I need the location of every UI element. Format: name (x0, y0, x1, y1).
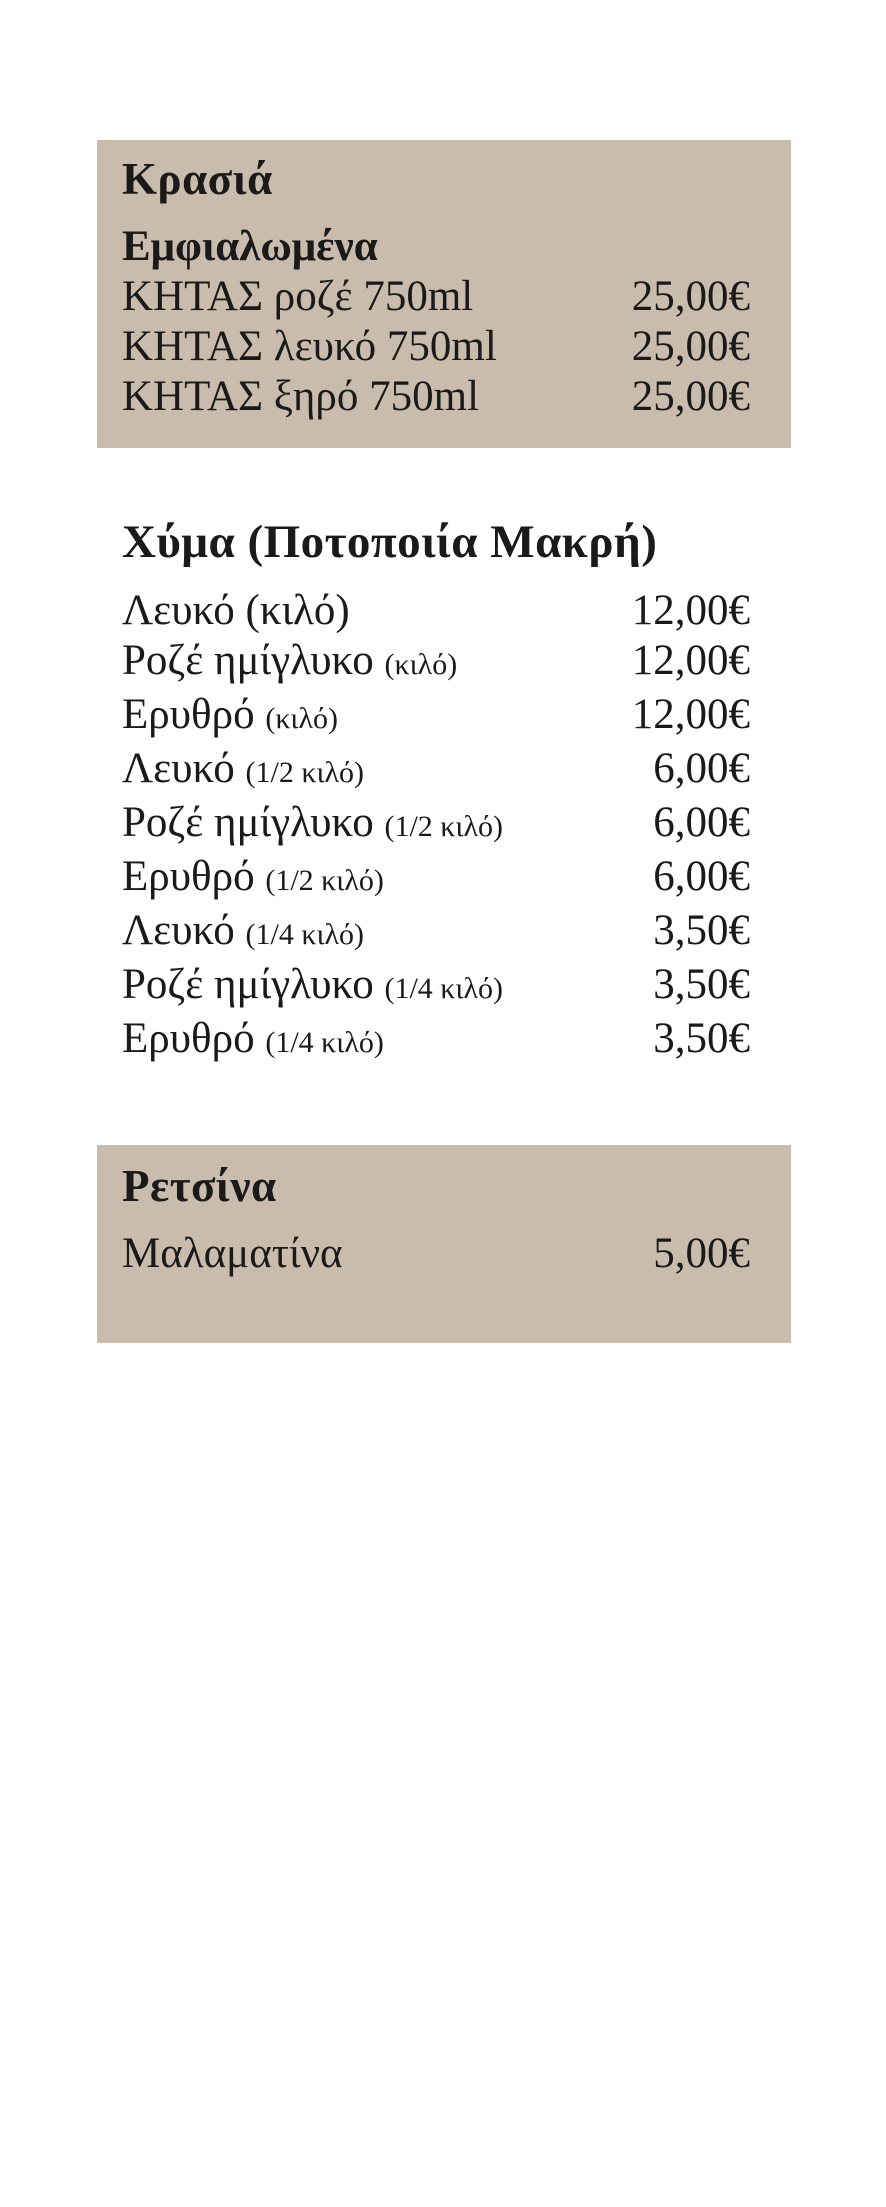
section-bulk: Χύμα (Ποτοποιία Μακρή) Λευκό (κιλό) 12,00… (97, 512, 791, 1068)
menu-item-row: ΚΗΤΑΣ ροζέ 750ml 25,00€ (122, 272, 750, 322)
item-note: (κιλό) (265, 702, 339, 735)
item-name: ΚΗΤΑΣ ροζέ 750ml (122, 273, 474, 320)
item-name: Ροζέ ημίγλυκο (κιλό) (122, 637, 458, 684)
item-price: 3,50€ (653, 1015, 750, 1062)
menu-item-row: Ροζέ ημίγλυκο (1/2 κιλό) 6,00€ (122, 798, 750, 852)
section-retsina: Ρετσίνα Μαλαματίνα 5,00€ (97, 1145, 791, 1343)
menu-item-row: Ροζέ ημίγλυκο (1/4 κιλό) 3,50€ (122, 960, 750, 1014)
menu-item-row: Ερυθρό (1/4 κιλό) 3,50€ (122, 1014, 750, 1068)
item-name: Ροζέ ημίγλυκο (1/2 κιλό) (122, 799, 504, 846)
menu-item-row: ΚΗΤΑΣ λευκό 750ml 25,00€ (122, 322, 750, 372)
menu-item-row: ΚΗΤΑΣ ξηρό 750ml 25,00€ (122, 372, 750, 422)
item-price: 6,00€ (653, 745, 750, 792)
item-note: (1/4 κιλό) (265, 1026, 384, 1059)
item-price: 25,00€ (631, 273, 750, 320)
menu-item-row: Λευκό (κιλό) 12,00€ (122, 586, 750, 636)
item-price: 3,50€ (653, 961, 750, 1008)
bulk-item-list: Λευκό (κιλό) 12,00€ Ροζέ ημίγλυκο (κιλό) 12… (122, 586, 750, 1068)
item-note: (1/4 κιλό) (384, 972, 504, 1005)
item-note: (1/2 κιλό) (245, 756, 365, 789)
menu-item-row: Ερυθρό (κιλό) 12,00€ (122, 690, 750, 744)
item-note: (1/2 κιλό) (384, 810, 504, 843)
section-bulk-title: Χύμα (Ποτοποιία Μακρή) (122, 516, 658, 568)
section-wines-subtitle: Εμφιαλωμένα (122, 223, 378, 270)
item-name: Μαλαματίνα (122, 1230, 343, 1277)
menu-item-row: Ερυθρό (1/2 κιλό) 6,00€ (122, 852, 750, 906)
menu-page: Κρασιά Εμφιαλωμένα ΚΗΤΑΣ ροζέ 750ml 25,00… (97, 140, 791, 1343)
item-note: (1/4 κιλό) (245, 918, 365, 951)
item-name: Ερυθρό (1/2 κιλό) (122, 853, 384, 900)
item-note: (1/2 κιλό) (265, 864, 384, 897)
item-name: Λευκό (1/4 κιλό) (122, 907, 365, 954)
section-wines-title: Κρασιά (122, 154, 273, 204)
item-price: 12,00€ (631, 587, 750, 634)
item-price: 25,00€ (631, 373, 750, 420)
section-wines: Κρασιά Εμφιαλωμένα ΚΗΤΑΣ ροζέ 750ml 25,00… (97, 140, 791, 448)
item-price: 12,00€ (631, 691, 750, 738)
menu-item-row: Λευκό (1/2 κιλό) 6,00€ (122, 744, 750, 798)
item-price: 12,00€ (631, 637, 750, 684)
item-price: 25,00€ (631, 323, 750, 370)
menu-item-row: Λευκό (1/4 κιλό) 3,50€ (122, 906, 750, 960)
item-price: 6,00€ (653, 799, 750, 846)
menu-item-row: Ροζέ ημίγλυκο (κιλό) 12,00€ (122, 636, 750, 690)
section-retsina-title: Ρετσίνα (122, 1161, 277, 1211)
item-name: Λευκό (1/2 κιλό) (122, 745, 365, 792)
item-name: Ερυθρό (κιλό) (122, 691, 339, 738)
item-name: Ροζέ ημίγλυκο (1/4 κιλό) (122, 961, 504, 1008)
retsina-item-list: Μαλαματίνα 5,00€ (122, 1229, 750, 1279)
item-price: 3,50€ (653, 907, 750, 954)
item-price: 5,00€ (653, 1230, 750, 1277)
menu-item-row: Μαλαματίνα 5,00€ (122, 1229, 750, 1279)
item-name: Λευκό (κιλό) (122, 587, 350, 634)
item-name: Ερυθρό (1/4 κιλό) (122, 1015, 384, 1062)
item-name: ΚΗΤΑΣ λευκό 750ml (122, 323, 497, 370)
wines-item-list: ΚΗΤΑΣ ροζέ 750ml 25,00€ ΚΗΤΑΣ λευκό 750ml 2… (122, 272, 750, 422)
item-name: ΚΗΤΑΣ ξηρό 750ml (122, 373, 480, 420)
item-note: (κιλό) (384, 648, 458, 681)
item-price: 6,00€ (653, 853, 750, 900)
